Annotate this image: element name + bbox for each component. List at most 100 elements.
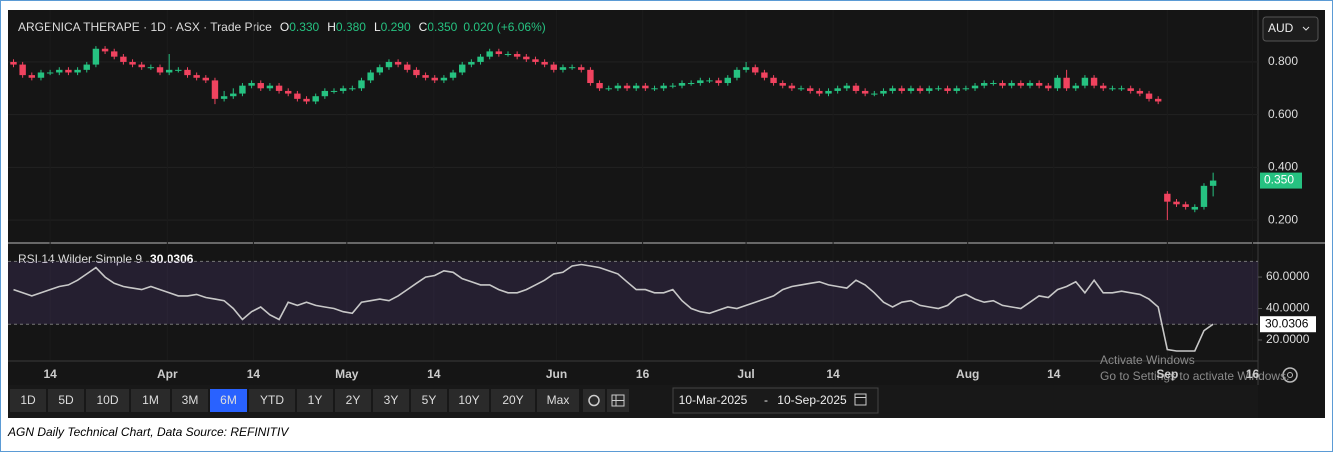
candle-body (1173, 202, 1179, 205)
candle-body (972, 86, 978, 89)
range-button[interactable]: 1D (10, 389, 46, 412)
candle-body (1118, 88, 1124, 89)
ohlc-label: H (327, 20, 336, 34)
gear-button[interactable] (583, 389, 605, 412)
range-button[interactable]: 3M (172, 389, 208, 412)
candle-body (459, 65, 465, 73)
candle-body (230, 94, 236, 97)
candle-body (1045, 86, 1051, 89)
range-button-label[interactable]: 10Y (458, 393, 479, 407)
candle-body (331, 91, 337, 92)
x-tick-label: Jul (737, 367, 754, 381)
candle-body (38, 72, 44, 77)
candle-body (1082, 78, 1088, 86)
x-tick-label: May (335, 367, 359, 381)
toolbar: 1D 5D 10D 1M 3M 6M YTD 1Y 2Y 3Y 5Y 10Y 20Y Max 10-Mar-… (8, 385, 1258, 418)
range-button-label[interactable]: 5D (58, 393, 74, 407)
candle-body (606, 88, 612, 89)
candle-body (340, 88, 346, 91)
candle-body (413, 70, 419, 75)
range-button[interactable]: 1M (131, 389, 170, 412)
candle-body (670, 86, 676, 87)
candle-body (963, 88, 969, 89)
range-button-label[interactable]: 2Y (346, 393, 361, 407)
range-button[interactable]: 5Y (411, 389, 447, 412)
candle-body (450, 72, 456, 77)
range-button-label[interactable]: 20Y (502, 393, 523, 407)
range-button-label[interactable]: 5Y (422, 393, 437, 407)
candle-body (120, 57, 126, 62)
y-tick-label: 0.800 (1268, 54, 1298, 68)
watermark-subtitle: Go to Settings to activate Windows. (1100, 369, 1289, 383)
candle-body (377, 67, 383, 72)
candle-body (56, 70, 62, 73)
candle-body (1091, 78, 1097, 86)
currency-label[interactable]: AUD (1268, 21, 1294, 35)
y-tick-label: 0.200 (1268, 212, 1298, 226)
candle-body (1155, 99, 1161, 102)
date-from: 10-Mar-2025 (679, 393, 748, 407)
candle-body (825, 91, 831, 94)
candle-body (1128, 88, 1134, 91)
candle-body (276, 86, 282, 91)
range-button-label[interactable]: 3Y (384, 393, 399, 407)
candle-body (697, 80, 703, 83)
range-button[interactable]: 10D (86, 389, 129, 412)
range-button-label[interactable]: 6M (220, 393, 237, 407)
candle-body (560, 67, 566, 70)
range-button-label[interactable]: Max (547, 393, 570, 407)
range-button[interactable]: YTD (249, 389, 295, 412)
change-value: 0.020 (+6.06%) (463, 20, 545, 34)
table-button[interactable] (607, 389, 629, 412)
range-button-label[interactable]: 1D (20, 393, 36, 407)
ohlc-value: 0.380 (336, 20, 366, 34)
y-tick-label: 0.400 (1268, 160, 1298, 174)
candle-body (285, 91, 291, 94)
range-button[interactable]: 20Y (491, 389, 535, 412)
currency-select[interactable]: AUD (1263, 17, 1318, 41)
candle-body (193, 75, 199, 78)
candle-body (615, 86, 621, 89)
range-button[interactable]: Max (537, 389, 579, 412)
candle-body (505, 54, 511, 55)
candle-body (10, 62, 16, 65)
symbol-title: ARGENICA THERAPE · 1D · ASX · Trade Pric… (18, 20, 272, 34)
candle-body (74, 70, 80, 73)
candle-body (889, 88, 895, 91)
candle-body (679, 83, 685, 86)
candle-body (789, 86, 795, 89)
candle-body (486, 51, 492, 56)
x-tick-label: 14 (427, 367, 441, 381)
range-button[interactable]: 6M (210, 389, 247, 412)
ohlc-value: 0.330 (289, 20, 319, 34)
range-button[interactable]: 1Y (297, 389, 333, 412)
candle-body (624, 86, 630, 89)
y-tick-label: 0.600 (1268, 107, 1298, 121)
range-button[interactable]: 3Y (373, 389, 409, 412)
caption: AGN Daily Technical Chart, Data Source: … (7, 425, 289, 439)
range-button-label[interactable]: 10D (96, 393, 118, 407)
range-button[interactable]: 10Y (449, 389, 489, 412)
rsi-tick-label: 60.0000 (1266, 269, 1310, 283)
candle-body (203, 78, 209, 81)
range-button[interactable]: 2Y (335, 389, 371, 412)
range-button[interactable]: 5D (48, 389, 84, 412)
candle-body (1008, 83, 1014, 86)
candle-body (1182, 204, 1188, 207)
candle-body (944, 88, 950, 91)
candle-body (715, 80, 721, 83)
range-button-label[interactable]: YTD (260, 393, 284, 407)
x-tick-label: 14 (247, 367, 261, 381)
candle-body (587, 70, 593, 83)
range-button-label[interactable]: 1M (142, 393, 159, 407)
range-button-label[interactable]: 1Y (308, 393, 323, 407)
date-separator: - (764, 393, 768, 407)
candle-body (990, 83, 996, 84)
date-range[interactable]: 10-Mar-2025-10-Sep-2025 (673, 388, 878, 413)
candle-body (734, 70, 740, 78)
candle-body (1201, 186, 1207, 207)
x-tick-label: Aug (956, 367, 979, 381)
range-button-label[interactable]: 3M (182, 393, 199, 407)
candle-body (954, 88, 960, 91)
candle-body (770, 78, 776, 83)
